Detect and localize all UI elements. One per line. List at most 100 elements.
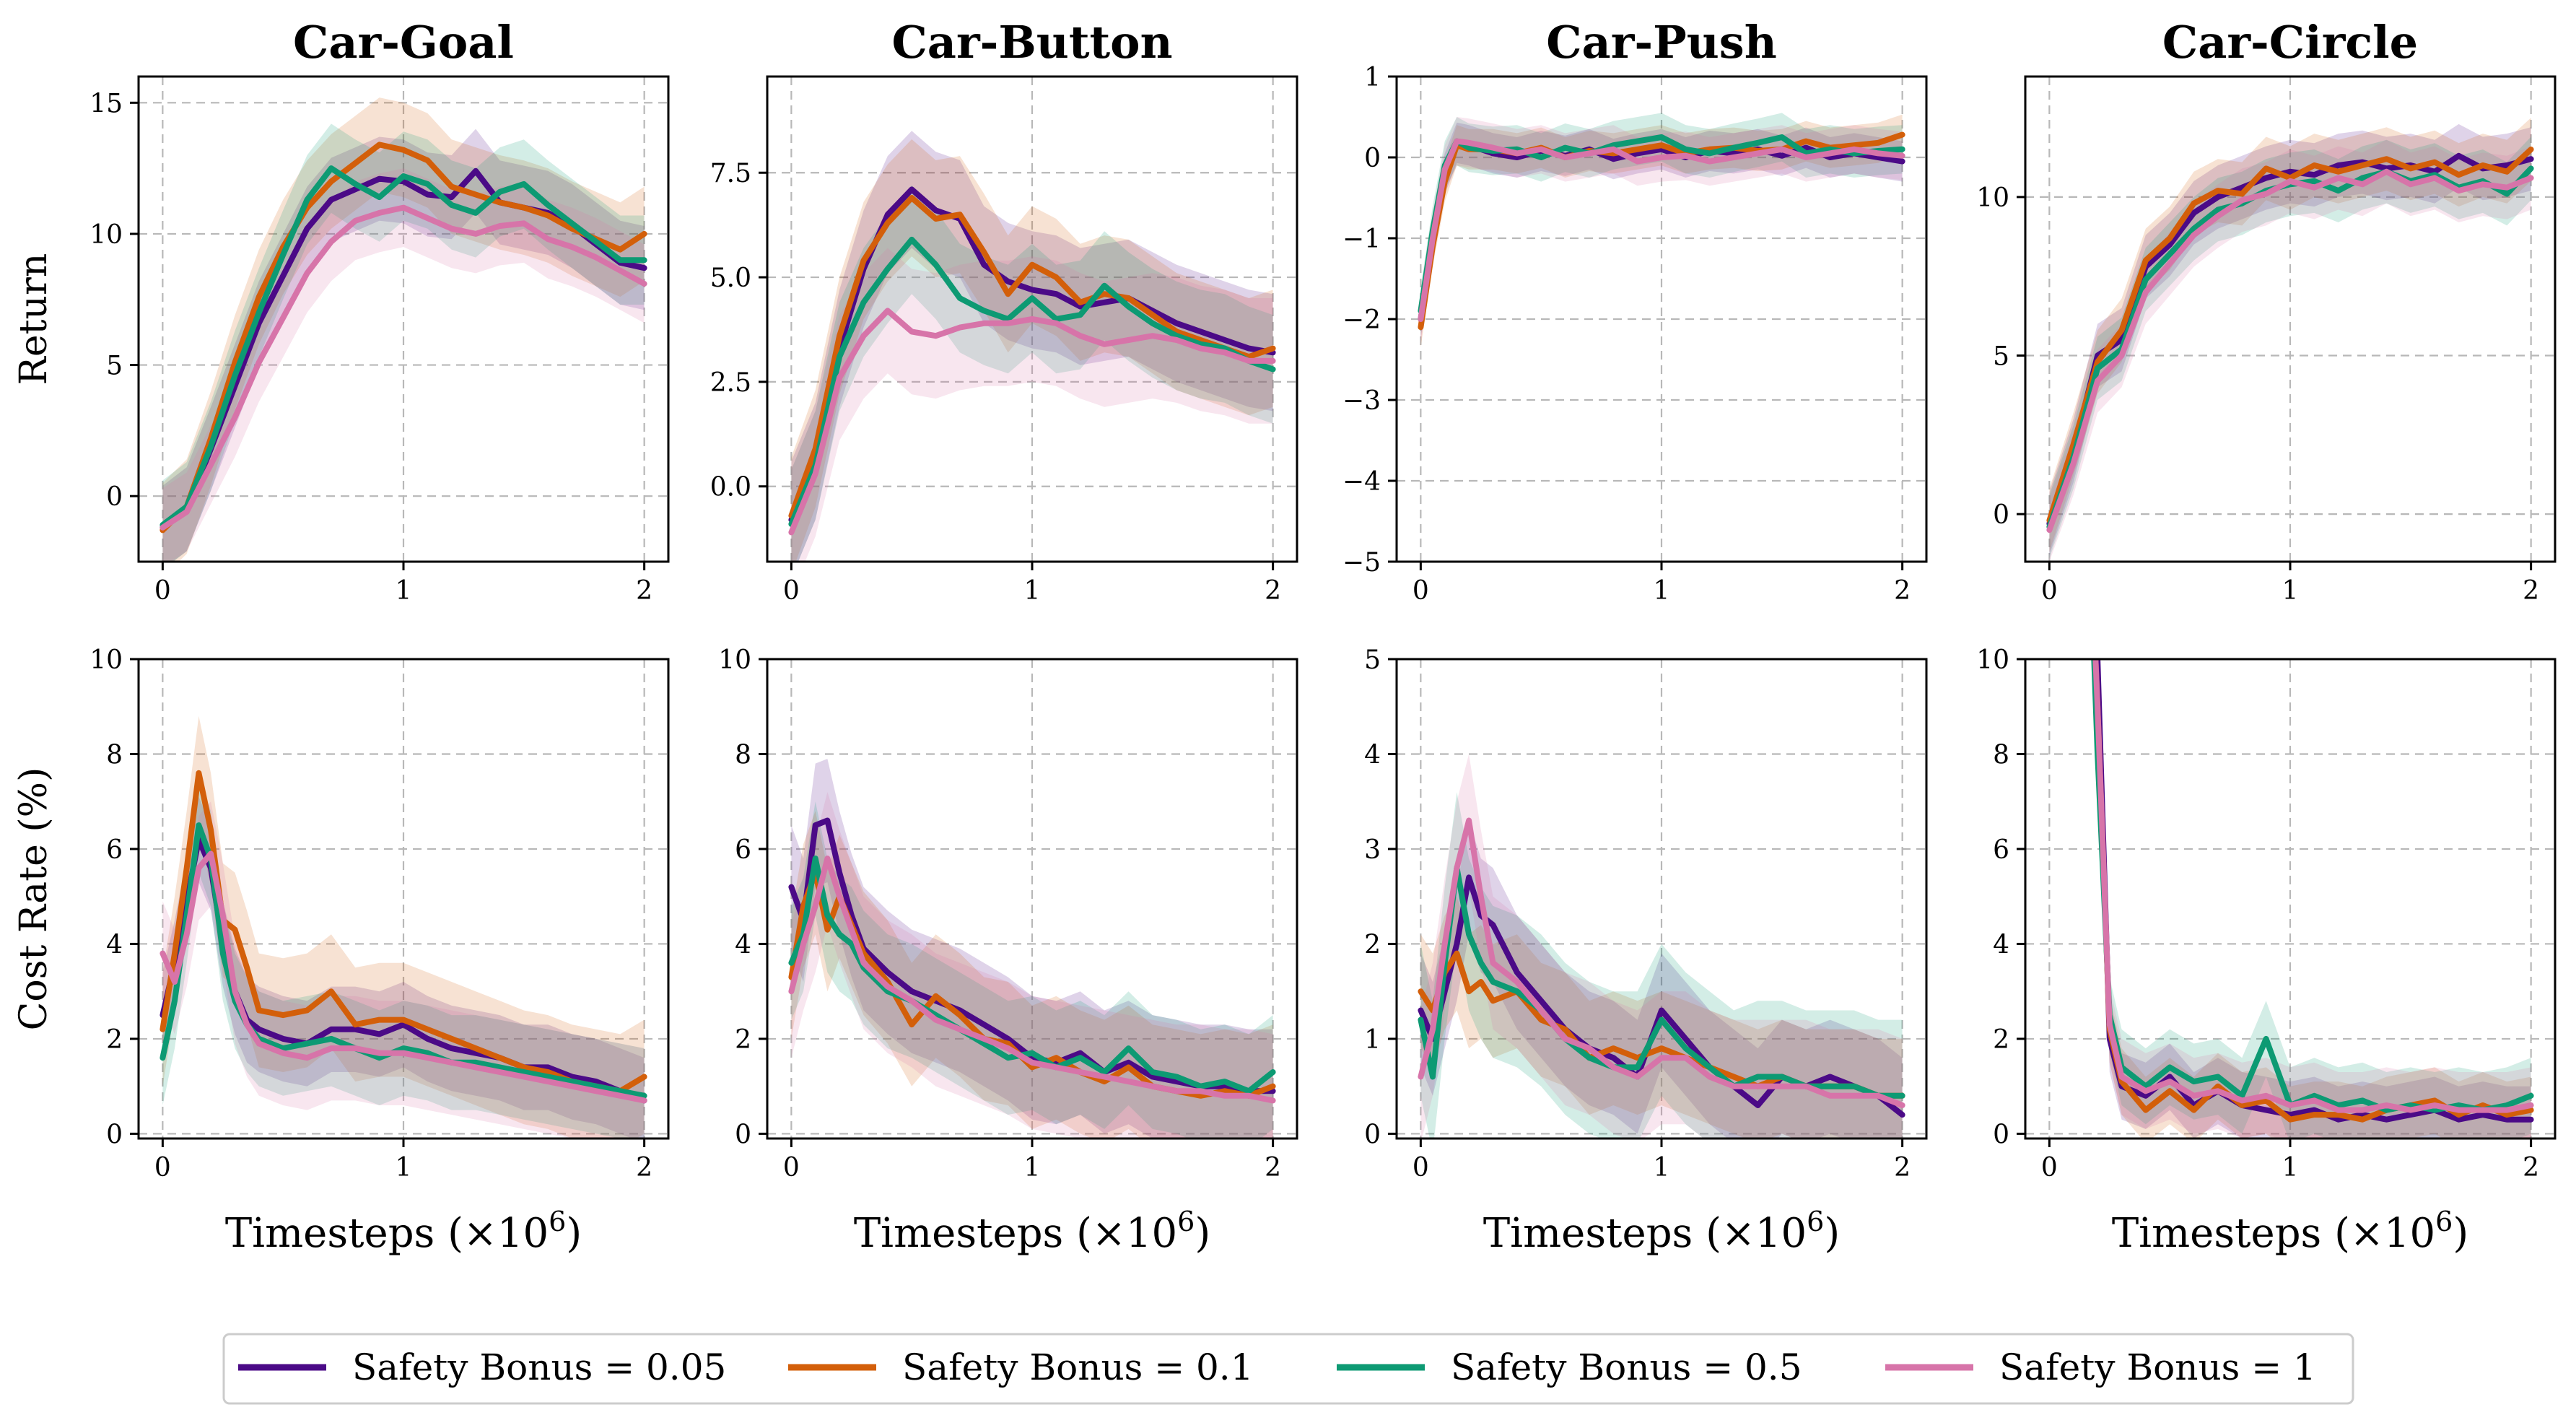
y-tick-label: 15 xyxy=(89,89,123,118)
x-tick-label: 0 xyxy=(1413,1153,1429,1183)
x-tick-label: 2 xyxy=(636,576,652,606)
legend-item-s005: Safety Bonus = 0.05 xyxy=(238,1346,726,1388)
series-band-s005 xyxy=(2049,123,2531,556)
series-band-s01 xyxy=(791,139,1273,562)
y-tick-label: 0 xyxy=(106,1120,123,1149)
y-tick-label: 2 xyxy=(1993,1025,2009,1055)
y-tick-label: 6 xyxy=(735,835,751,865)
x-tick-label: 0 xyxy=(1413,576,1429,606)
legend-item-s05: Safety Bonus = 0.5 xyxy=(1337,1346,1802,1388)
y-tick-label: −2 xyxy=(1342,305,1381,335)
plot-area xyxy=(2046,118,2534,562)
series-line-s1 xyxy=(1418,817,1905,1108)
y-tick-label: 10 xyxy=(718,645,751,675)
y-tick-label: 0 xyxy=(106,482,123,512)
x-tick-label: 0 xyxy=(154,576,171,606)
series-line-s05 xyxy=(788,236,1276,527)
series-line-s01 xyxy=(160,142,647,534)
series-line-s1 xyxy=(788,856,1276,1104)
series-line-s1 xyxy=(1418,138,1905,322)
series-band-s01 xyxy=(2049,118,2531,552)
series-line-s01 xyxy=(2046,147,2534,523)
series-band-s05 xyxy=(1420,792,1903,1139)
chart-panel-3: 0 1 2 −5 −4 −3 −2 −1 0 1 Car-Push xyxy=(1342,16,1928,606)
series-band-s005 xyxy=(162,129,645,562)
x-tick-label: 1 xyxy=(2282,576,2299,606)
y-tick-label: 0.0 xyxy=(710,473,751,502)
series-line-s01 xyxy=(788,195,1276,519)
series-line-s1 xyxy=(2092,659,2534,1113)
y-tick-label: 0 xyxy=(735,1120,751,1149)
series-line-s005 xyxy=(788,817,1276,1094)
series-line-s01 xyxy=(160,770,647,1094)
x-tick-label: 2 xyxy=(1265,576,1281,606)
series-band-s005 xyxy=(791,759,1273,1139)
y-tick-label: 4 xyxy=(106,930,123,959)
x-axis-label: Timesteps (×106) xyxy=(1483,1206,1840,1257)
legend-label: Safety Bonus = 0.1 xyxy=(902,1346,1254,1388)
y-tick-label: 10 xyxy=(1976,183,2009,213)
x-axis-label: Timesteps (×106) xyxy=(225,1206,582,1257)
series-line-s01 xyxy=(2092,659,2534,1123)
plot-area xyxy=(788,759,1276,1139)
y-tick-label: 6 xyxy=(1993,835,2009,865)
y-tick-label: 5 xyxy=(106,352,123,381)
chart-panel-7: 0 1 2 0 1 2 3 4 5 Timesteps (×106) xyxy=(1364,645,1928,1257)
y-tick-label: 7.5 xyxy=(710,159,751,188)
x-tick-label: 1 xyxy=(1024,1153,1041,1183)
chart-panel-5: 0 1 2 0 2 4 6 8 10 Cost Rate (%) Timesteps (×106) xyxy=(12,645,670,1257)
y-tick-label: −3 xyxy=(1342,386,1381,416)
series-band-s05 xyxy=(791,185,1273,562)
x-axis-label: Timesteps (×106) xyxy=(2112,1206,2468,1257)
x-tick-label: 1 xyxy=(1024,576,1041,606)
series-line-s05 xyxy=(160,165,647,528)
x-tick-label: 0 xyxy=(2041,1153,2058,1183)
legend-frame xyxy=(222,1333,2354,1405)
y-tick-label: 4 xyxy=(1993,930,2009,959)
x-tick-label: 1 xyxy=(1654,576,1670,606)
chart-panel-8: 0 1 2 0 2 4 6 8 10 Timesteps (×106) xyxy=(1976,645,2557,1257)
y-tick-label: 3 xyxy=(1364,835,1381,865)
series-band-s1 xyxy=(791,792,1273,1139)
series-band-s05 xyxy=(1420,113,1903,336)
series-line-s05 xyxy=(1418,134,1905,314)
y-tick-label: 2 xyxy=(1364,930,1381,959)
x-tick-label: 1 xyxy=(396,576,412,606)
series-band-s01 xyxy=(162,97,645,562)
y-tick-label: 0 xyxy=(1364,1120,1381,1149)
series-band-s005 xyxy=(1420,820,1903,1139)
y-tick-label: 5 xyxy=(1364,645,1381,675)
series-line-s05 xyxy=(788,856,1276,1094)
x-tick-label: 1 xyxy=(1654,1153,1670,1183)
legend: Safety Bonus = 0.05 Safety Bonus = 0.1 Saf… xyxy=(222,1333,2354,1405)
series-band-s01 xyxy=(162,715,645,1139)
chart-panel-1: 0 1 2 0 5 10 15 Car-Goal Return xyxy=(12,16,670,606)
panel-title: Car-Circle xyxy=(2162,16,2418,69)
y-tick-label: 10 xyxy=(89,645,123,675)
y-tick-label: 2 xyxy=(106,1025,123,1055)
plot-area xyxy=(160,715,647,1139)
x-tick-label: 2 xyxy=(1894,576,1911,606)
series-band-s1 xyxy=(1420,754,1903,1139)
y-tick-label: 2.5 xyxy=(710,368,751,398)
y-tick-label: 8 xyxy=(735,740,751,770)
y-tick-label: 1 xyxy=(1364,63,1381,92)
y-axis-label: Cost Rate (%) xyxy=(12,767,56,1031)
y-tick-label: 1 xyxy=(1364,1025,1381,1055)
x-tick-label: 0 xyxy=(2041,576,2058,606)
legend-label: Safety Bonus = 0.5 xyxy=(1451,1346,1802,1388)
y-tick-label: −4 xyxy=(1342,467,1381,497)
legend-item-s01: Safety Bonus = 0.1 xyxy=(788,1346,1254,1388)
series-line-s1 xyxy=(2046,168,2534,534)
series-band-s01 xyxy=(1420,114,1903,348)
x-tick-label: 2 xyxy=(1894,1153,1911,1183)
y-tick-label: −5 xyxy=(1342,548,1381,578)
y-axis-label: Return xyxy=(12,253,56,386)
x-tick-label: 0 xyxy=(783,576,800,606)
y-tick-label: 6 xyxy=(106,835,123,865)
series-band-s05 xyxy=(162,123,645,562)
y-tick-label: 5.0 xyxy=(710,264,751,293)
chart-panel-4: 0 1 2 0 5 10 Car-Circle xyxy=(1976,16,2557,606)
